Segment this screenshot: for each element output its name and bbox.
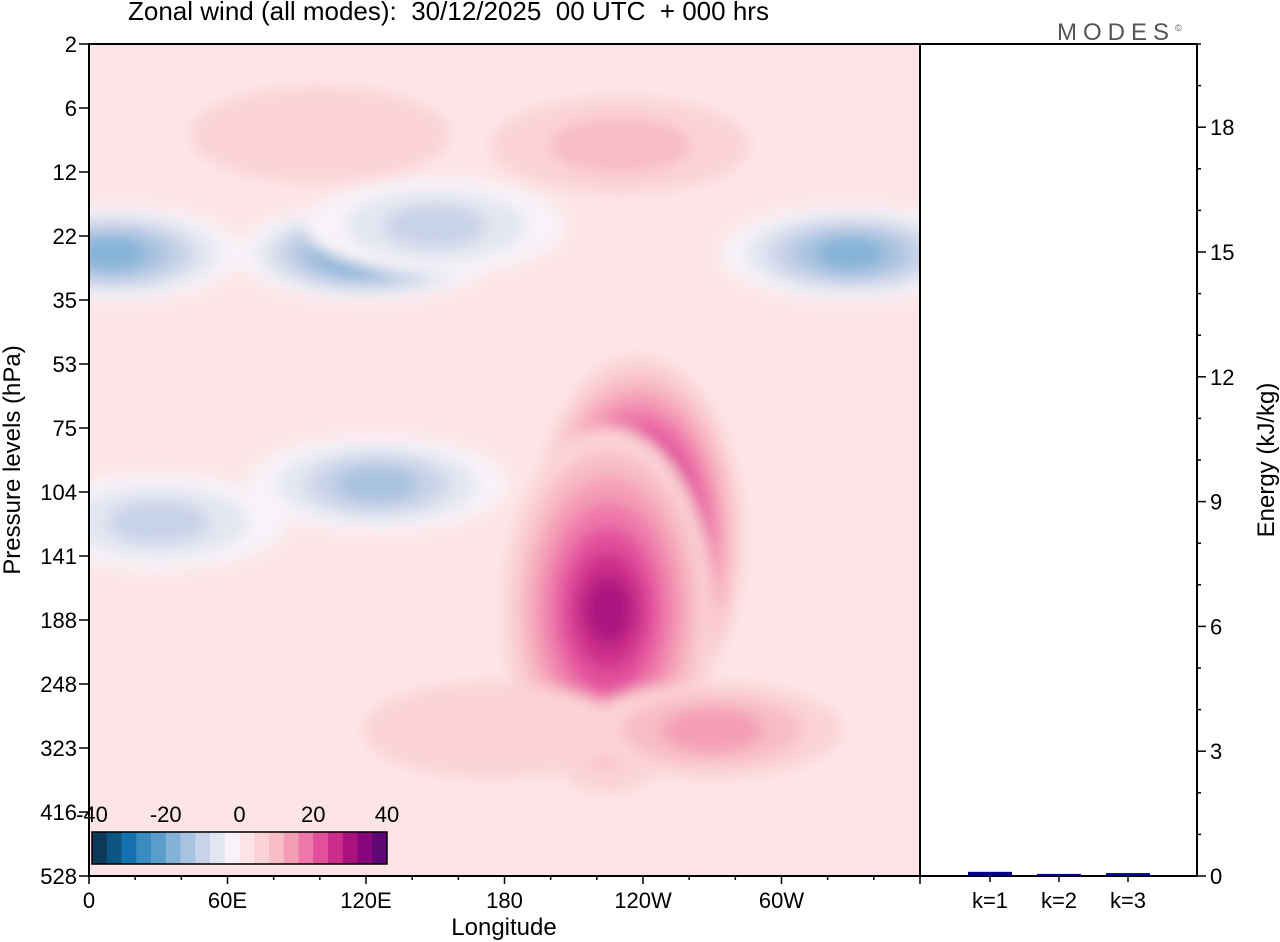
logo-text: MODES: [1057, 19, 1176, 46]
colorbar-swatch: [136, 832, 152, 864]
wind-field: [89, 44, 920, 876]
field-contour: [662, 708, 763, 752]
energy-tick-label: 0: [1210, 864, 1222, 889]
y-tick-label: 323: [40, 736, 77, 761]
colorbar-tick-label: -40: [76, 802, 108, 827]
y-tick-label: 528: [40, 864, 77, 889]
y-tick-label: 35: [53, 288, 77, 313]
x-tick-label: 120E: [340, 888, 391, 913]
colorbar-tick-label: 20: [301, 802, 325, 827]
energy-bar: [968, 871, 1012, 876]
field-contour: [549, 117, 690, 174]
x-axis: 0 60E 120E 180 120W 60W: [83, 876, 921, 913]
colorbar-swatch: [195, 832, 211, 864]
energy-bars: k=1 k=2 k=3: [968, 871, 1150, 913]
colorbar-swatch: [151, 832, 167, 864]
field-contour: [89, 237, 147, 270]
bar-category-label: k=3: [1110, 888, 1146, 913]
y-tick-label: 2: [65, 32, 77, 57]
field-contour: [108, 500, 209, 544]
colorbar-swatch: [180, 832, 196, 864]
modes-logo: MODES©: [1057, 19, 1182, 47]
y-tick-label: 53: [53, 352, 77, 377]
field-blobs: [89, 86, 920, 794]
y-axis-label: Pressure levels (hPa): [0, 345, 26, 574]
colorbar-swatch: [372, 832, 388, 864]
energy-axis: 0 3 6 9 12 15 18: [1197, 43, 1234, 889]
colorbar-swatch: [342, 832, 358, 864]
logo-mark: ©: [1175, 23, 1182, 33]
colorbar-swatch: [106, 832, 122, 864]
field-contour: [337, 466, 418, 503]
field-contour: [816, 237, 885, 270]
energy-bar: [1037, 873, 1081, 876]
colorbar-swatch: [254, 832, 270, 864]
x-axis-label: Longitude: [451, 914, 556, 941]
y-tick-label: 104: [40, 480, 77, 505]
y-tick-label: 75: [53, 416, 77, 441]
energy-tick-label: 15: [1210, 240, 1234, 265]
field-contour: [189, 86, 450, 183]
energy-axis-label: Energy (kJ/kg): [1253, 383, 1280, 538]
colorbar-swatch: [298, 832, 314, 864]
colorbar-swatch: [210, 832, 226, 864]
y-tick-label: 12: [53, 160, 77, 185]
colorbar-swatch: [283, 832, 299, 864]
colorbar-swatch: [92, 832, 108, 864]
colorbar-swatch: [239, 832, 255, 864]
colorbar-tick-label: 0: [233, 802, 245, 827]
y-tick-label: 416: [40, 800, 77, 825]
colorbar-tick-label: -20: [150, 802, 182, 827]
field-contour: [584, 577, 632, 644]
colorbar-swatch: [121, 832, 137, 864]
energy-tick-label: 3: [1210, 739, 1222, 764]
colorbar-swatch: [313, 832, 329, 864]
field-contour: [385, 204, 486, 248]
colorbar: -40 -20 0 20 40: [76, 802, 399, 865]
x-tick-label: 60E: [208, 888, 247, 913]
colorbar-swatch: [224, 832, 240, 864]
colorbar-swatch: [328, 832, 344, 864]
energy-tick-label: 18: [1210, 115, 1234, 140]
chart-title: Zonal wind (all modes): 30/12/2025 00 UT…: [128, 0, 769, 26]
colorbar-tick-label: 40: [375, 802, 399, 827]
field-contour: [362, 682, 623, 779]
y-axis: 2 6 12 22 35 53 75 104 141 188 248 323 416 528: [40, 32, 89, 889]
x-tick-label: 60W: [759, 888, 804, 913]
colorbar-frame: [91, 831, 388, 865]
colorbar-swatch: [165, 832, 181, 864]
x-tick-label: 120W: [614, 888, 672, 913]
energy-tick-label: 6: [1210, 614, 1222, 639]
y-tick-label: 188: [40, 608, 77, 633]
bar-category-label: k=2: [1041, 888, 1077, 913]
energy-tick-label: 9: [1210, 490, 1222, 515]
energy-frame: [919, 43, 1198, 877]
x-tick-label: 180: [486, 888, 523, 913]
y-tick-label: 248: [40, 672, 77, 697]
colorbar-swatch: [357, 832, 373, 864]
y-tick-label: 141: [40, 544, 77, 569]
bar-category-label: k=1: [972, 888, 1008, 913]
energy-tick-label: 12: [1210, 365, 1234, 390]
energy-bar: [1106, 873, 1150, 876]
y-tick-label: 6: [65, 96, 77, 121]
colorbar-swatch: [269, 832, 285, 864]
y-tick-label: 22: [53, 224, 77, 249]
x-tick-label: 0: [83, 888, 95, 913]
